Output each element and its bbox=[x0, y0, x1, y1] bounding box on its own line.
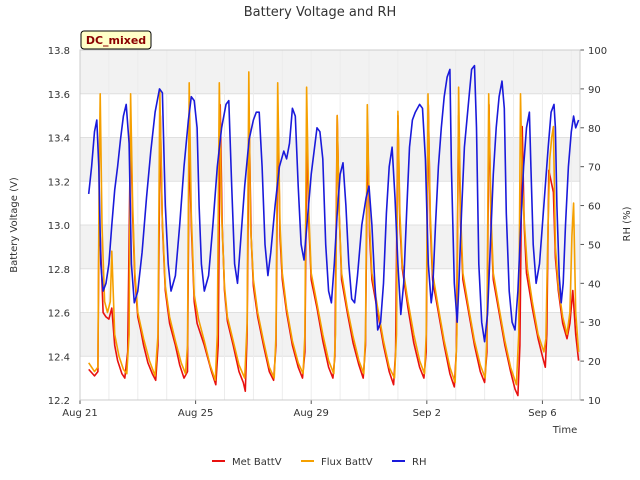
x-tick-label: Aug 25 bbox=[178, 408, 213, 419]
axes: 12.2 12.4 12.6 12.8 13.0 13.2 13.4 13.6 13.8 10 20… bbox=[48, 46, 607, 419]
y-tick-label-left: 12.4 bbox=[48, 352, 70, 363]
site-label-box: DC_mixed bbox=[80, 30, 152, 50]
y-tick-label-right: 20 bbox=[588, 357, 601, 368]
x-tick-label: Aug 29 bbox=[293, 408, 328, 419]
plot-band bbox=[80, 268, 580, 313]
x-tick-label: Sep 2 bbox=[413, 408, 441, 419]
y-tick-label-right: 50 bbox=[588, 240, 601, 251]
y-axis-left-label: Battery Voltage (V) bbox=[9, 177, 20, 273]
plot-background bbox=[80, 50, 580, 400]
plot-frame bbox=[79, 49, 581, 401]
y-tick-label-left: 12.6 bbox=[48, 309, 70, 320]
x-axis-label: Time bbox=[552, 425, 577, 436]
y-tick-label-right: 10 bbox=[588, 396, 601, 407]
chart-title: Battery Voltage and RH bbox=[244, 5, 397, 20]
y-tick-label-left: 13.4 bbox=[48, 134, 70, 145]
plot-band bbox=[80, 312, 580, 357]
y-tick-label-right: 100 bbox=[588, 46, 607, 57]
x-tick-label: Sep 6 bbox=[528, 408, 556, 419]
x-tick-label: Aug 21 bbox=[62, 408, 97, 419]
y-tick-label-right: 60 bbox=[588, 202, 601, 213]
series-lines bbox=[87, 64, 580, 397]
y-tick-label-left: 12.2 bbox=[48, 396, 70, 407]
y-tick-label-right: 30 bbox=[588, 318, 601, 329]
series-line-rh bbox=[87, 64, 580, 343]
y-tick-label-left: 13.6 bbox=[48, 90, 70, 101]
series-line-flux-battv bbox=[88, 71, 580, 386]
plot-band bbox=[80, 225, 580, 269]
y-tick-label-right: 70 bbox=[588, 163, 601, 174]
y-tick-label-left: 12.8 bbox=[48, 265, 70, 276]
legend-label: Flux BattV bbox=[321, 457, 373, 468]
site-label: DC_mixed bbox=[86, 34, 146, 47]
legend-label: RH bbox=[412, 457, 426, 468]
y-tick-label-right: 80 bbox=[588, 124, 601, 135]
y-tick-label-left: 13.8 bbox=[48, 46, 70, 57]
legend-label: Met BattV bbox=[232, 457, 282, 468]
y-tick-label-right: 40 bbox=[588, 279, 601, 290]
y-tick-label-right: 90 bbox=[588, 85, 601, 96]
plot-band bbox=[80, 181, 580, 225]
plot-band bbox=[80, 50, 580, 94]
y-tick-label-left: 13.2 bbox=[48, 177, 70, 188]
y-axis-right-label: RH (%) bbox=[622, 206, 633, 241]
legend: Met BattV Flux BattV RH bbox=[212, 457, 426, 468]
y-tick-label-left: 13.0 bbox=[48, 221, 70, 232]
